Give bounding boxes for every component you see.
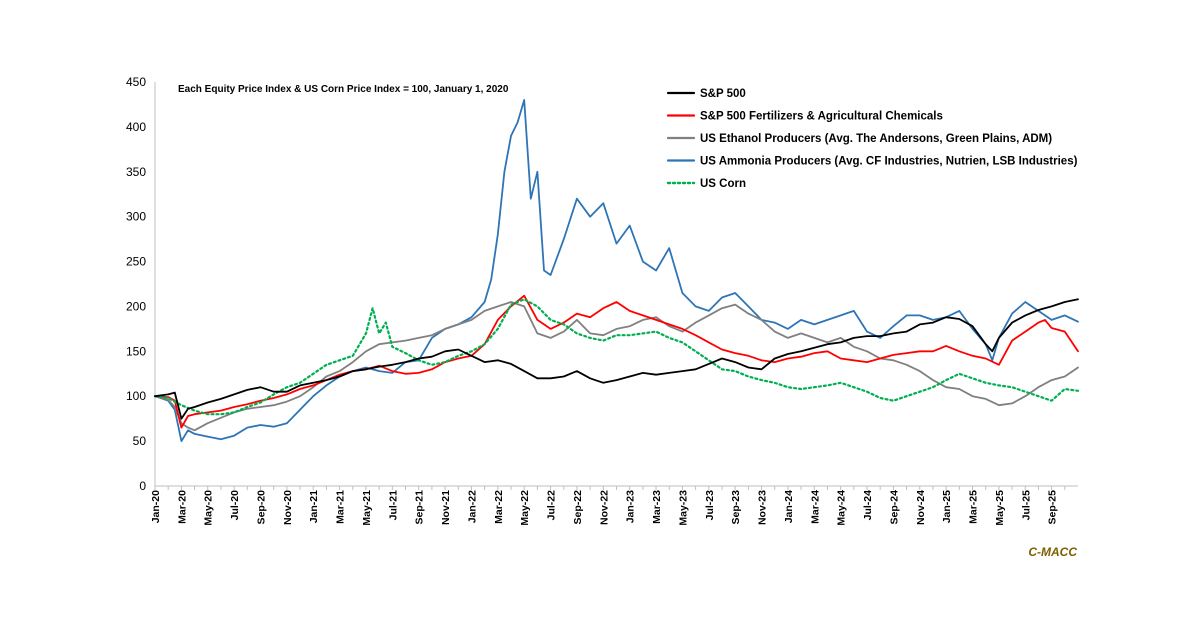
x-tick-label: May-20	[203, 490, 215, 526]
x-tick-label: Jul-23	[704, 490, 716, 521]
x-tick-label: Sep-23	[730, 490, 742, 525]
x-tick-label: May-25	[994, 490, 1006, 526]
x-tick-label: May-21	[361, 490, 373, 526]
x-tick-label: May-23	[677, 490, 689, 526]
x-tick-label: Nov-22	[598, 490, 610, 525]
legend-label-4: US Corn	[700, 178, 746, 190]
x-tick-label: Nov-23	[757, 490, 769, 525]
x-tick-label: Mar-21	[335, 490, 347, 524]
legend-label-0: S&P 500	[700, 88, 746, 100]
x-tick-label: Mar-24	[809, 490, 821, 524]
x-tick-label: Sep-22	[572, 490, 584, 525]
x-tick-label: Jan-24	[783, 490, 795, 523]
legend-label-3: US Ammonia Producers (Avg. CF Industries…	[700, 156, 1078, 168]
x-tick-label: Jan-20	[150, 490, 162, 523]
y-tick-label: 250	[126, 255, 146, 269]
source-credit: C-MACC	[1028, 545, 1077, 559]
y-tick-label: 450	[126, 75, 146, 89]
series-line-1	[154, 294, 1079, 429]
x-tick-label: Nov-21	[440, 490, 452, 525]
y-tick-label: 50	[133, 434, 147, 448]
series-line-3	[154, 99, 1079, 442]
chart-subtitle: Each Equity Price Index & US Corn Price …	[178, 84, 509, 95]
x-tick-label: Sep-25	[1047, 490, 1059, 525]
legend-label-1: S&P 500 Fertilizers & Agricultural Chemi…	[700, 111, 943, 123]
series-line-2	[154, 301, 1079, 432]
series-layer	[153, 99, 1080, 442]
x-tick-label: Mar-23	[651, 490, 663, 524]
legend-label-2: US Ethanol Producers (Avg. The Andersons…	[700, 133, 1052, 145]
x-tick-label: Sep-21	[414, 490, 426, 525]
x-tick-label: May-22	[519, 490, 531, 526]
x-tick-label: May-24	[836, 490, 848, 526]
y-tick-label: 200	[126, 299, 146, 313]
y-tick-label: 0	[139, 479, 146, 493]
y-tick-label: 300	[126, 210, 146, 224]
x-tick-label: Jan-21	[308, 490, 320, 523]
x-tick-label: Jan-25	[941, 490, 953, 523]
x-tick-label: Jul-24	[862, 490, 874, 521]
x-tick-label: Nov-24	[915, 490, 927, 525]
x-tick-label: Mar-22	[493, 490, 505, 524]
y-tick-label: 100	[126, 389, 146, 403]
x-tick-label: Jan-23	[625, 490, 637, 523]
x-tick-label: Sep-20	[255, 490, 267, 525]
legend: S&P 500 S&P 500 Fertilizers & Agricultura…	[666, 88, 1078, 190]
x-tick-label: Jul-22	[546, 490, 558, 521]
x-tick-label: Jul-21	[387, 490, 399, 521]
axes: 0 50 100 150 200 250 300 350 400 450 Jan-20 Mar-20 M…	[126, 75, 1078, 526]
x-tick-label: Jan-22	[466, 490, 478, 523]
x-tick-label: Jul-20	[229, 490, 241, 521]
x-tick-label: Sep-24	[888, 490, 900, 525]
series-line-4	[153, 298, 1080, 416]
series-line-0	[154, 298, 1079, 420]
y-tick-label: 350	[126, 165, 146, 179]
x-tick-label: Mar-20	[176, 490, 188, 524]
x-tick-label: Mar-25	[968, 490, 980, 524]
y-tick-label: 400	[126, 120, 146, 134]
y-tick-label: 150	[126, 344, 146, 358]
x-tick-label: Jul-25	[1020, 490, 1032, 521]
x-tick-label: Nov-20	[282, 490, 294, 525]
